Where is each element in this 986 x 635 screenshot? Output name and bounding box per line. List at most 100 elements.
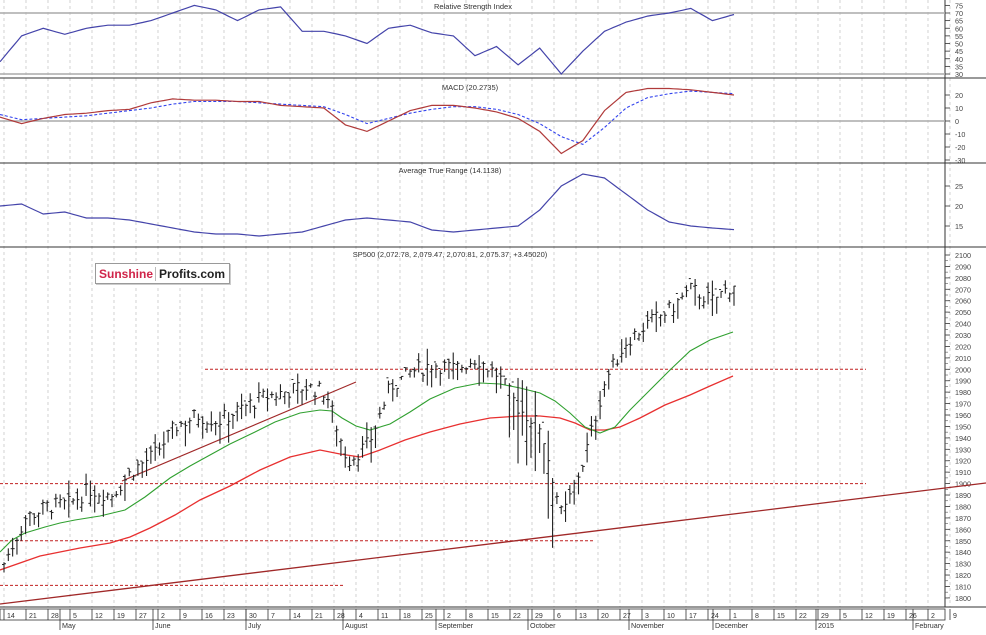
month-label: June	[155, 621, 171, 630]
rsi-tick-label: 40	[955, 55, 963, 64]
day-tick-label: 21	[29, 613, 37, 620]
price-tick-label: 2100	[955, 251, 971, 260]
price-tick-label: 1880	[955, 502, 971, 511]
day-tick-label: 20	[601, 613, 609, 620]
atr-line	[0, 173, 735, 237]
month-label: November	[631, 621, 665, 630]
price-bars	[2, 278, 736, 573]
day-tick-label: 1	[733, 613, 737, 620]
sunshine-profits-logo: Sunshine Profits.com	[95, 263, 231, 284]
day-tick-label: 9	[953, 613, 957, 620]
price-tick-label: 1860	[955, 525, 971, 534]
day-tick-label: 12	[95, 613, 103, 620]
price-tick-label: 1820	[955, 571, 971, 580]
day-tick-label: 2	[447, 613, 451, 620]
macd-tick-label: -20	[955, 143, 965, 152]
atr-tick-label: 20	[955, 202, 963, 211]
price-tick-label: 2060	[955, 297, 971, 306]
day-tick-label: 24	[711, 613, 719, 620]
day-tick-label: 8	[469, 613, 473, 620]
day-tick-label: 28	[337, 613, 345, 620]
short-term-trendline	[121, 381, 357, 482]
macd-tick-label: -10	[955, 130, 965, 139]
day-tick-label: 22	[799, 613, 807, 620]
day-tick-label: 16	[205, 613, 213, 620]
day-tick-label: 30	[249, 613, 257, 620]
rsi-tick-label: 70	[955, 9, 963, 18]
day-tick-label: 27	[623, 613, 631, 620]
day-tick-label: 19	[887, 613, 895, 620]
day-tick-label: 17	[689, 613, 697, 620]
day-tick-label: 27	[139, 613, 147, 620]
day-tick-label: 5	[843, 613, 847, 620]
date-axis-box	[0, 608, 946, 621]
rsi-tick-label: 35	[955, 62, 963, 71]
rsi-tick-label: 50	[955, 40, 963, 49]
price-tick-label: 2010	[955, 354, 971, 363]
month-label: May	[62, 621, 76, 630]
day-tick-label: 2	[161, 613, 165, 620]
macd-tick-label: 10	[955, 104, 963, 113]
atr-title: Average True Range (14.1138)	[399, 166, 502, 175]
price-tick-label: 1840	[955, 548, 971, 557]
month-label: July	[248, 621, 261, 630]
month-label: 2015	[818, 621, 834, 630]
price-tick-label: 2080	[955, 274, 971, 283]
macd-tick-label: 20	[955, 91, 963, 100]
price-tick-label: 1800	[955, 594, 971, 603]
day-tick-label: 15	[777, 613, 785, 620]
day-tick-label: 29	[535, 613, 543, 620]
rsi-tick-label: 45	[955, 47, 963, 56]
day-tick-label: 25	[425, 613, 433, 620]
day-tick-label: 10	[667, 613, 675, 620]
day-tick-label: 4	[359, 613, 363, 620]
long-term-trendline	[0, 482, 986, 605]
day-tick-label: 2	[931, 613, 935, 620]
rsi-tick-label: 55	[955, 32, 963, 41]
atr-tick-label: 15	[955, 222, 963, 231]
price-tick-label: 1850	[955, 537, 971, 546]
price-tick-label: 1970	[955, 400, 971, 409]
logo-sunshine-text: Sunshine	[99, 266, 154, 281]
price-title: SP500 (2,072.78, 2,079.47, 2,070.81, 2,0…	[353, 250, 548, 259]
day-tick-label: 23	[227, 613, 235, 620]
price-tick-label: 2020	[955, 342, 971, 351]
price-tick-label: 1930	[955, 445, 971, 454]
rsi-tick-label: 65	[955, 17, 963, 26]
month-label: October	[530, 621, 556, 630]
day-tick-label: 12	[865, 613, 873, 620]
macd-line	[0, 87, 735, 155]
price-tick-label: 2090	[955, 262, 971, 271]
price-tick-label: 2000	[955, 365, 971, 374]
rsi-tick-label: 75	[955, 1, 963, 10]
price-tick-label: 1810	[955, 582, 971, 591]
day-tick-label: 13	[579, 613, 587, 620]
day-tick-label: 8	[755, 613, 759, 620]
price-tick-label: 2040	[955, 320, 971, 329]
price-tick-label: 1980	[955, 388, 971, 397]
rsi-line	[0, 4, 735, 75]
day-tick-label: 5	[73, 613, 77, 620]
macd-title: MACD (20.2735)	[442, 83, 499, 92]
day-tick-label: 6	[557, 613, 561, 620]
price-tick-label: 1950	[955, 422, 971, 431]
sma50-line	[0, 331, 734, 553]
price-tick-label: 1940	[955, 434, 971, 443]
rsi-title: Relative Strength Index	[434, 2, 512, 11]
price-tick-label: 1900	[955, 480, 971, 489]
month-label: December	[715, 621, 749, 630]
rsi-tick-label: 30	[955, 70, 963, 79]
day-tick-label: 28	[51, 613, 59, 620]
price-tick-label: 2070	[955, 285, 971, 294]
atr-tick-label: 25	[955, 182, 963, 191]
price-tick-label: 1830	[955, 560, 971, 569]
day-tick-label: 15	[491, 613, 499, 620]
price-tick-label: 2050	[955, 308, 971, 317]
price-tick-label: 1870	[955, 514, 971, 523]
sma200-line	[0, 375, 734, 571]
month-label: September	[438, 621, 474, 630]
price-tick-label: 2030	[955, 331, 971, 340]
day-tick-label: 11	[381, 613, 388, 620]
macd-tick-label: 0	[955, 117, 959, 126]
